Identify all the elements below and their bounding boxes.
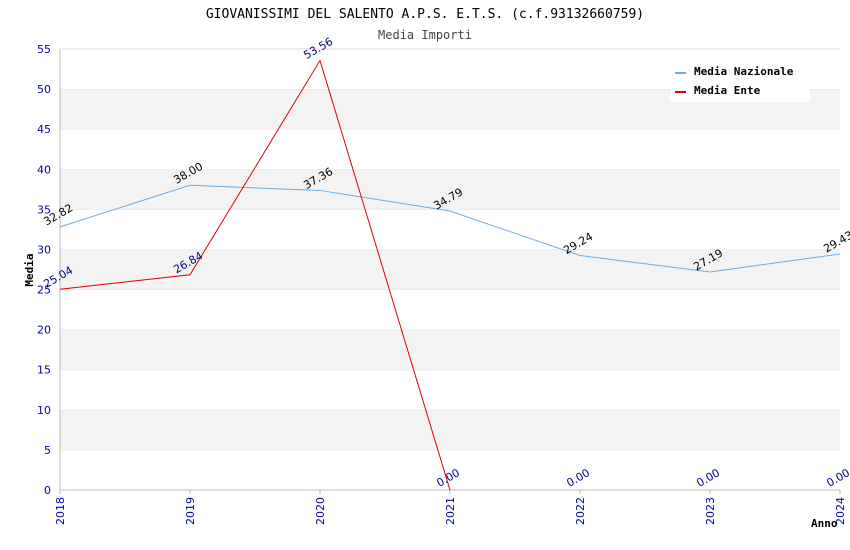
grid-band	[60, 449, 840, 490]
y-tick-label: 50	[37, 83, 51, 96]
series-line-media-ente	[59, 59, 451, 491]
legend-box	[670, 61, 810, 102]
x-tick-label: 2021	[444, 497, 457, 525]
y-tick-label: 15	[37, 364, 51, 377]
grid-band	[60, 209, 840, 250]
y-tick-label: 40	[37, 163, 51, 176]
grid-band	[60, 369, 840, 410]
grid-bands	[60, 48, 840, 490]
x-tick-label: 2019	[184, 497, 197, 525]
y-tick-label: 35	[37, 203, 51, 216]
series-line-media-nazionale	[59, 184, 841, 273]
y-tick-label: 20	[37, 324, 51, 337]
x-axis-label: Anno	[811, 517, 838, 530]
legend-label-media-ente: Media Ente	[694, 84, 761, 97]
x-tick-label: 2018	[54, 497, 67, 525]
grid-band	[60, 329, 840, 370]
legend: Media Nazionale Media Ente	[670, 61, 810, 102]
y-tick-label: 0	[44, 484, 51, 497]
y-tick-label: 25	[37, 284, 51, 297]
x-tick-label: 2020	[314, 497, 327, 525]
x-tick-label: 2022	[574, 497, 587, 525]
y-tick-label: 30	[37, 243, 51, 256]
chart-title: GIOVANISSIMI DEL SALENTO A.P.S. E.T.S. (…	[206, 7, 644, 22]
y-axis-ticks: 0 5 10 15 20 25 30 35 40 45 50 55	[37, 43, 51, 497]
x-tick-label: 2024	[834, 497, 847, 525]
legend-label-media-nazionale: Media Nazionale	[694, 65, 794, 78]
x-tick-label: 2023	[704, 497, 717, 525]
y-tick-label: 55	[37, 43, 51, 56]
y-tick-label: 5	[44, 444, 51, 457]
y-tick-label: 45	[37, 123, 51, 136]
grid-band	[60, 249, 840, 290]
y-axis-label: Media	[23, 253, 36, 286]
grid-band	[60, 169, 840, 210]
x-axis-ticks: 2018 2019 2020 2021 2022 2023 2024	[54, 490, 847, 525]
series-lines	[59, 59, 841, 491]
y-tick-label: 10	[37, 404, 51, 417]
grid-band	[60, 289, 840, 330]
chart-subtitle: Media Importi	[378, 28, 472, 42]
grid-band	[60, 409, 840, 450]
grid-band	[60, 129, 840, 170]
